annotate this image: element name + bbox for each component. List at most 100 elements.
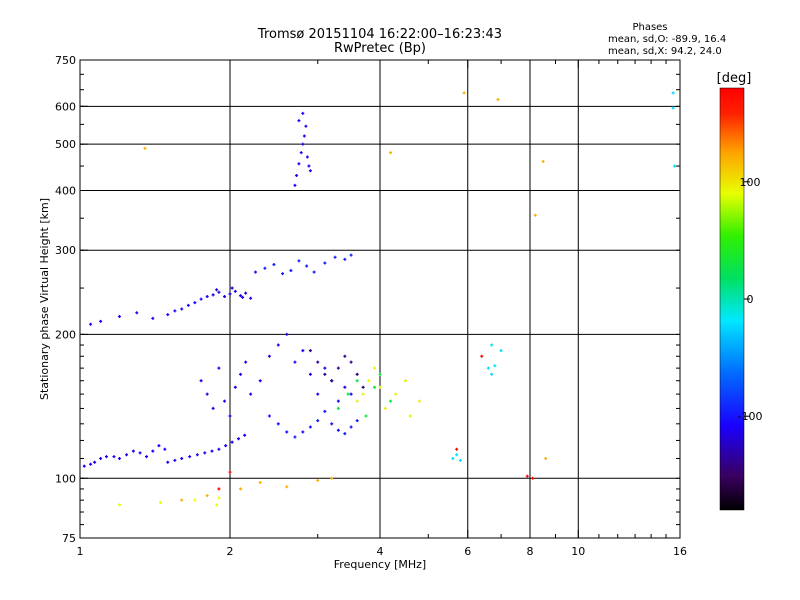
data-point: [125, 453, 129, 457]
data-point: [131, 449, 135, 453]
x-tick-label: 2: [227, 545, 234, 558]
y-tick-label: 750: [55, 54, 76, 67]
colorbar-ticks: 100 0 -100: [738, 176, 763, 423]
data-point: [302, 134, 306, 138]
data-point: [323, 372, 327, 376]
data-point: [293, 360, 297, 364]
data-point: [305, 155, 309, 159]
data-point: [145, 455, 149, 459]
data-point: [541, 159, 545, 163]
data-point: [276, 422, 280, 426]
colorbar-tick-label: 100: [740, 176, 761, 189]
data-point: [117, 503, 121, 507]
data-point: [349, 253, 353, 257]
data-point: [180, 307, 184, 311]
data-point: [217, 496, 221, 500]
data-point: [285, 430, 289, 434]
data-point: [244, 360, 248, 364]
data-point: [230, 440, 234, 444]
data-point: [117, 314, 121, 318]
data-point: [316, 360, 320, 364]
data-point: [308, 372, 312, 376]
data-point: [205, 494, 209, 498]
data-point: [193, 498, 197, 502]
data-point: [671, 106, 675, 110]
y-tick-label: 500: [55, 138, 76, 151]
data-point: [355, 399, 359, 403]
data-point: [281, 272, 285, 276]
data-point: [533, 213, 537, 217]
data-point: [673, 164, 677, 168]
y-tick-label: 400: [55, 184, 76, 197]
data-point: [330, 379, 334, 383]
data-point: [364, 414, 368, 418]
data-point: [349, 392, 353, 396]
data-point: [343, 354, 347, 358]
data-point: [180, 498, 184, 502]
data-point: [304, 124, 308, 128]
data-point: [355, 419, 359, 423]
data-point: [455, 447, 459, 451]
data-point: [499, 349, 503, 353]
data-point: [383, 406, 387, 410]
data-point: [301, 142, 305, 146]
data-point: [236, 437, 240, 441]
data-point: [480, 354, 484, 358]
y-tick-label: 300: [55, 244, 76, 257]
data-point: [343, 257, 347, 261]
data-point: [239, 487, 243, 491]
data-point: [308, 169, 312, 173]
data-points: [82, 91, 677, 507]
x-tick-label: 1: [77, 545, 84, 558]
data-point: [316, 419, 320, 423]
data-point: [417, 399, 421, 403]
colorbar-unit: [deg]: [717, 71, 752, 86]
x-tick-label: 4: [377, 545, 384, 558]
x-axis-label: Frequency [MHz]: [334, 558, 426, 571]
data-point: [308, 349, 312, 353]
data-point: [203, 451, 207, 455]
data-point: [205, 392, 209, 396]
data-point: [99, 456, 103, 460]
data-point: [297, 162, 301, 166]
data-point: [211, 406, 215, 410]
data-point: [253, 270, 257, 274]
data-point: [293, 183, 297, 187]
data-point: [193, 301, 197, 305]
data-point: [217, 447, 221, 451]
data-point: [490, 372, 494, 376]
data-point: [228, 292, 232, 296]
data-point: [243, 433, 247, 437]
data-point: [112, 455, 116, 459]
data-point: [233, 385, 237, 389]
data-point: [323, 366, 327, 370]
data-point: [285, 332, 289, 336]
data-point: [205, 295, 209, 299]
data-point: [544, 456, 548, 460]
data-point: [157, 444, 161, 448]
data-point: [373, 366, 377, 370]
data-point: [104, 455, 108, 459]
data-point: [285, 485, 289, 489]
data-point: [138, 451, 142, 455]
data-point: [343, 432, 347, 436]
data-point: [486, 366, 490, 370]
stats-heading: Phases: [632, 22, 667, 33]
data-point: [373, 385, 377, 389]
data-point: [166, 460, 170, 464]
data-point: [188, 455, 192, 459]
data-point: [117, 456, 121, 460]
y-tick-label: 600: [55, 100, 76, 113]
data-point: [224, 444, 228, 448]
data-point: [89, 462, 93, 466]
data-point: [228, 414, 232, 418]
data-point: [336, 428, 340, 432]
data-point: [173, 458, 177, 462]
data-point: [215, 503, 219, 507]
data-point: [336, 406, 340, 410]
data-point: [249, 392, 253, 396]
data-point: [367, 379, 371, 383]
data-point: [89, 322, 93, 326]
data-point: [99, 319, 103, 323]
data-point: [186, 303, 190, 307]
